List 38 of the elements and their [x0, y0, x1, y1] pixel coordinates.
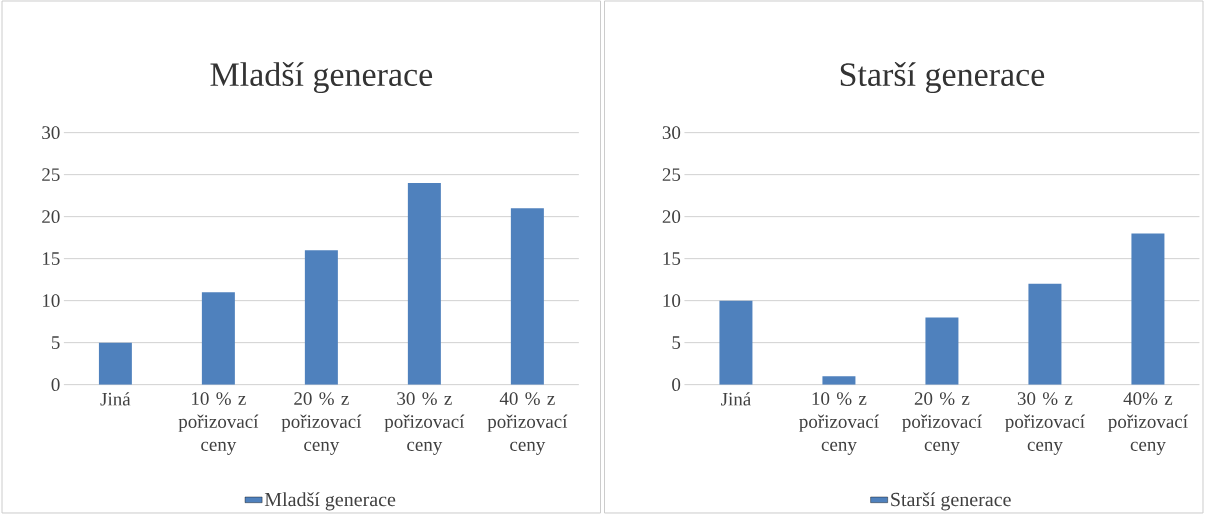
y-tick-label: 10	[43, 294, 60, 308]
y-tick-label: 15	[43, 252, 60, 265]
x-tick-label: 10 % z pořizovací ceny	[178, 392, 259, 455]
y-tick-label: 30	[662, 126, 681, 140]
y-tick-label: 20	[42, 210, 60, 224]
x-tick-label: 40 % z pořizovací ceny	[487, 392, 568, 455]
bar	[822, 376, 856, 385]
legend-label: Mladší generace	[264, 492, 396, 511]
y-tick-label: 0	[672, 378, 681, 392]
x-tick-label: 30 % z pořizovací ceny	[384, 392, 465, 455]
y-tick-label: 0	[51, 378, 60, 392]
y-tick-label: 20	[662, 210, 681, 224]
x-tick-label: Jiná	[721, 392, 751, 406]
x-tick-label: 10 % z pořizovací ceny	[799, 392, 879, 455]
chart-title: Mladší generace	[210, 62, 433, 94]
bar	[1028, 283, 1062, 385]
x-tick-label: 40% z pořizovací ceny	[1108, 392, 1188, 455]
y-tick-label: 25	[42, 168, 60, 182]
y-tick-label: 25	[662, 168, 681, 182]
bar	[407, 183, 441, 385]
bar	[925, 317, 959, 385]
bar	[510, 208, 544, 385]
legend-label: Starší generace	[891, 492, 1011, 511]
y-tick-label: 10	[663, 294, 681, 308]
x-tick-label: 20 % z pořizovací ceny	[281, 392, 362, 455]
y-tick-label: 5	[672, 336, 681, 349]
x-tick-label: 20 % z pořizovací ceny	[902, 392, 982, 455]
x-tick-label: Jiná	[100, 392, 131, 406]
bar	[201, 292, 235, 385]
y-tick-label: 30	[42, 126, 60, 140]
y-tick-label: 5	[51, 336, 60, 349]
bar	[719, 300, 753, 385]
bar	[304, 250, 338, 385]
y-tick-label: 15	[663, 252, 681, 265]
bar	[98, 342, 132, 385]
bar	[1131, 233, 1165, 385]
x-tick-label: 30 % z pořizovací ceny	[1005, 392, 1085, 455]
chart-title: Starší generace	[840, 62, 1045, 94]
